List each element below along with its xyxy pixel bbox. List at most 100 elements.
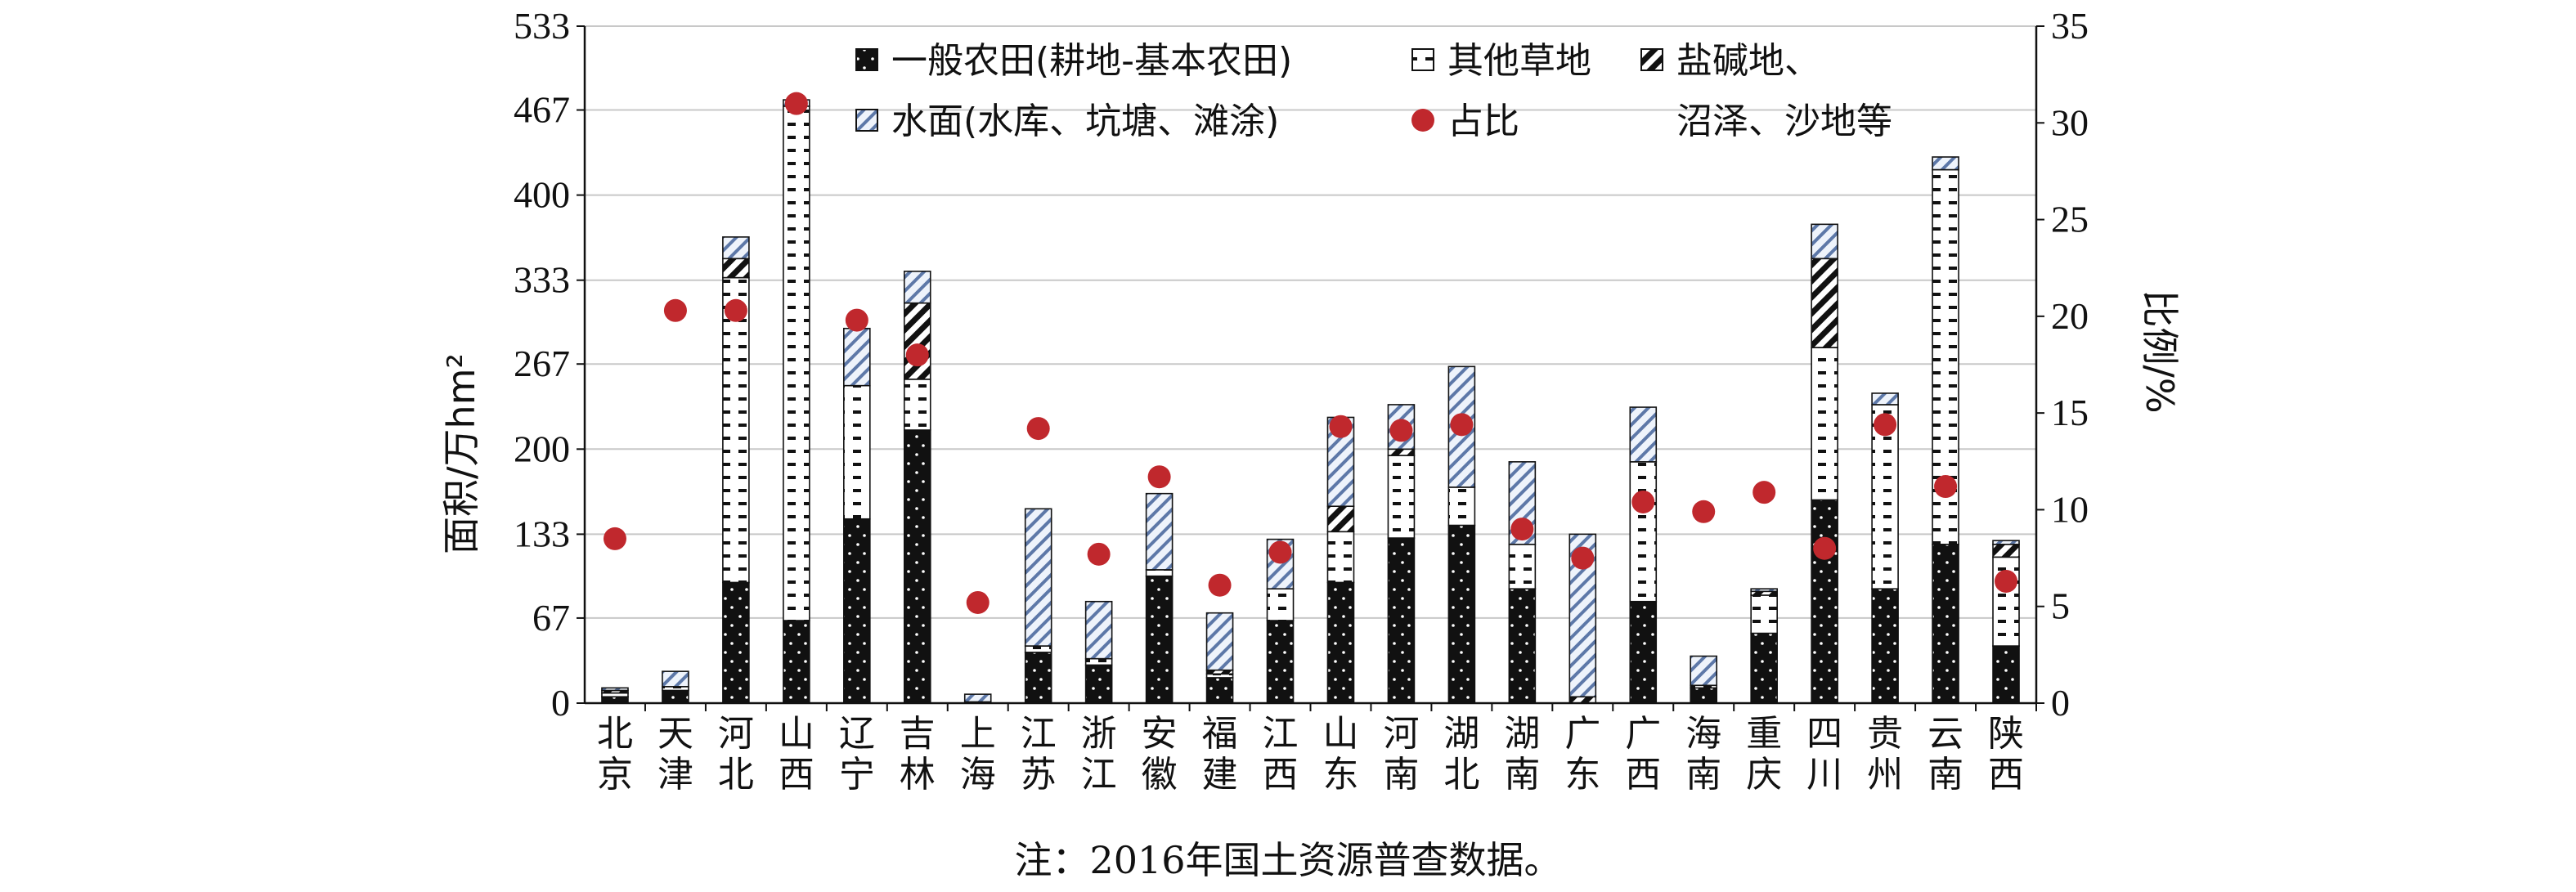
x-tick-label: 重庆 (1746, 713, 1782, 796)
bar-segment-series-0 (1447, 524, 1476, 704)
bar-segment-series-3 (1629, 406, 1658, 463)
bar-segment-series-0 (1750, 632, 1778, 704)
bar-segment-series-0 (1205, 677, 1234, 704)
x-tick-label-char: 吉 (900, 713, 936, 755)
bar-segment-series-0 (1326, 581, 1355, 704)
bar-segment-series-3 (722, 236, 750, 260)
y-right-tick-label: 5 (2051, 585, 2070, 627)
bar-segment-series-2 (1992, 544, 2020, 558)
bar-segment-series-2 (903, 302, 931, 380)
x-tick-label: 吉林 (900, 713, 936, 796)
ratio-point (1995, 569, 2018, 593)
x-tick-label-char: 云 (1928, 713, 1963, 755)
x-tick-label-char: 四 (1806, 713, 1842, 755)
x-tick-label-char: 浙 (1081, 713, 1117, 755)
bar-segment-series-2 (1387, 448, 1416, 456)
bar-segment-series-2 (722, 258, 750, 279)
ratio-point (905, 343, 929, 367)
y-left-tick-label: 67 (532, 597, 570, 639)
x-tick-label-char: 安 (1142, 713, 1178, 755)
ratio-point (1450, 413, 1474, 437)
ratio-point (1147, 465, 1171, 489)
ratio-point (603, 527, 626, 550)
y-right-tick-label: 25 (2051, 199, 2089, 240)
x-tick-label-char: 徽 (1142, 754, 1178, 796)
x-tick-label-char: 江 (1263, 713, 1299, 755)
grid-lines (585, 25, 2036, 619)
bar-segment-series-1 (903, 379, 931, 431)
ratio-point (1510, 518, 1534, 541)
bar-segment-series-1 (1811, 347, 1838, 501)
bar-segment-series-0 (1508, 588, 1537, 704)
bar-segment-series-1 (1629, 461, 1658, 603)
bar-segment-series-1 (1750, 594, 1778, 634)
x-tick-label-char: 苏 (1021, 754, 1057, 796)
bar-segment-series-3 (1690, 655, 1718, 687)
bar-segment-series-3 (1145, 492, 1174, 571)
bar-segment-series-3 (662, 670, 689, 688)
legend-label-series-3: 水面(水库、坑塘、滩涂) (891, 101, 1279, 142)
x-tick-label-char: 山 (779, 713, 815, 755)
x-tick-label-char: 福 (1202, 713, 1238, 755)
bar-segment-series-3 (903, 271, 931, 304)
bar-segment-series-0 (1266, 620, 1295, 704)
bar-segment-series-1 (1387, 455, 1416, 539)
bar-segment-series-1 (1447, 486, 1476, 527)
y-axis-left-title: 面积/万hm² (439, 353, 483, 554)
x-tick-label: 云南 (1928, 713, 1963, 796)
x-tick-label-char: 山 (1322, 713, 1358, 755)
bar-segment-series-3 (1811, 223, 1838, 260)
x-tick-label-char: 东 (1564, 754, 1600, 796)
bar-segment-series-3 (843, 327, 871, 387)
x-tick-label: 湖北 (1443, 713, 1479, 796)
x-tick-label-char: 京 (597, 754, 633, 796)
x-tick-label-char: 天 (657, 713, 693, 755)
bar-segment-series-3 (963, 693, 992, 703)
ratio-point (1874, 413, 1897, 437)
y-right-tick-label: 10 (2051, 488, 2089, 530)
legend-swatch-series-2 (1640, 48, 1663, 71)
x-tick-label-char: 河 (718, 713, 754, 755)
bar-segment-series-0 (1629, 600, 1658, 704)
x-tick-label-char: 陕 (1988, 713, 2024, 755)
x-tick-label: 天津 (657, 713, 693, 796)
x-tick-label-char: 北 (597, 713, 633, 755)
x-tick-label: 山东 (1322, 713, 1358, 796)
legend-swatch-series-1 (1411, 48, 1434, 71)
bar-segment-series-0 (662, 689, 689, 704)
y-left-tick-label: 467 (514, 89, 570, 131)
bar-segment-series-0 (783, 620, 810, 704)
x-tick-label-char: 辽 (839, 713, 875, 755)
bar-segment-series-0 (1871, 588, 1899, 704)
ratio-point (1329, 415, 1353, 438)
bar-segment-series-0 (843, 518, 871, 704)
bar-segment-series-0 (722, 581, 750, 704)
bar-segment-series-0 (1811, 499, 1838, 704)
x-tick-label: 安徽 (1142, 713, 1178, 796)
x-tick-label: 广东 (1564, 713, 1600, 796)
bar-segment-series-1 (1508, 544, 1537, 589)
x-tick-label-char: 河 (1383, 713, 1419, 755)
ratio-point (1268, 540, 1292, 564)
bar-segment-series-2 (1326, 505, 1355, 533)
x-tick-label-char: 建 (1202, 754, 1238, 796)
bar-segment-series-1 (783, 105, 810, 621)
x-tick-label: 福建 (1202, 713, 1238, 796)
y-right-tick-label: 30 (2051, 101, 2089, 143)
ratio-point (845, 308, 868, 332)
y-right-tick-label: 0 (2051, 682, 2070, 724)
bar-segment-series-3 (1992, 540, 2020, 545)
legend-marker-ratio (1411, 109, 1434, 132)
legend-swatch-series-0 (855, 48, 878, 71)
x-tick-label-char: 上 (960, 713, 996, 755)
legend-label-series-1: 其他草地 (1447, 40, 1591, 82)
x-tick-label-char: 海 (1685, 713, 1721, 755)
x-tick-label: 广西 (1625, 713, 1661, 796)
bar-segment-series-0 (1024, 652, 1052, 704)
bar-segment-series-3 (1084, 600, 1113, 660)
x-tick-label: 北京 (597, 713, 633, 796)
bar-segment-series-3 (601, 687, 629, 692)
x-tick-label: 湖南 (1504, 713, 1540, 796)
x-tick-label-char: 西 (1988, 754, 2024, 796)
legend: 一般农田(耕地-基本农田) 其他草地 盐碱地、 沼泽、沙地等 水面(水库、坑塘、… (855, 40, 1892, 142)
